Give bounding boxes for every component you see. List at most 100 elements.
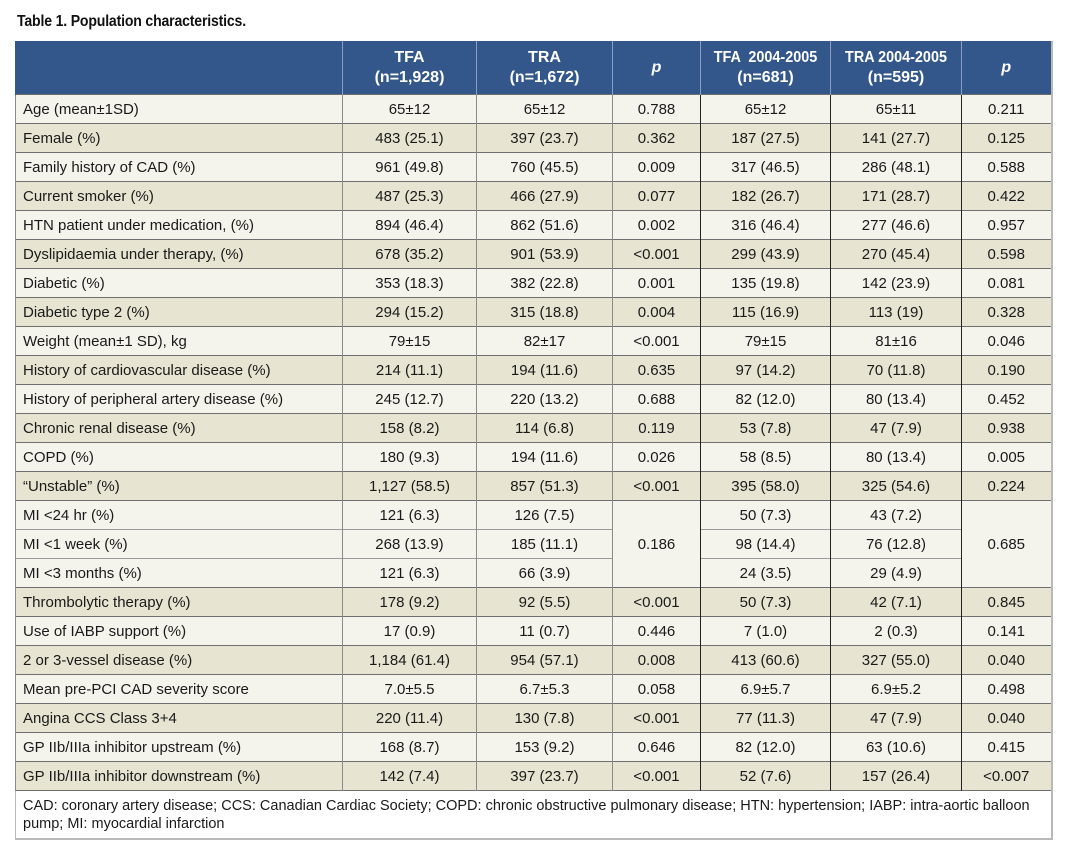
cell-p-value-2004-2005: 0.498: [961, 674, 1052, 704]
cell-p-value: 0.008: [612, 645, 701, 675]
cell-p-value-2004-2005: 0.190: [961, 355, 1052, 385]
cell-tra: 382 (22.8): [476, 268, 613, 298]
cell-tra-2004-2005: 6.9±5.2: [830, 674, 962, 704]
table-row: “Unstable” (%) 1,127 (58.5) 857 (51.3) <0.0…: [15, 471, 1052, 501]
cell-tra-2004-2005: 277 (46.6): [830, 210, 962, 240]
cell-p-value-2004-2005: 0.452: [961, 384, 1052, 414]
cell-tra: 315 (18.8): [476, 297, 613, 327]
row-label: Weight (mean±1 SD), kg: [15, 326, 343, 356]
cell-p-value-2004-2005: 0.040: [961, 645, 1052, 675]
cell-tra-2004-2005: 81±16: [830, 326, 962, 356]
cell-tra: 397 (23.7): [476, 761, 613, 791]
row-label: Chronic renal disease (%): [15, 413, 343, 443]
cell-tra-2004-2005: 325 (54.6): [830, 471, 962, 501]
cell-tfa: 79±15: [342, 326, 477, 356]
cell-tra-2004-2005: 80 (13.4): [830, 442, 962, 472]
cell-p-value-2004-2005: 0.957: [961, 210, 1052, 240]
table-row: Dyslipidaemia under therapy, (%) 678 (35.…: [15, 239, 1052, 269]
population-characteristics-table: TFA (n=1,928) TRA (n=1,672) p TFA 2004-200…: [15, 41, 1053, 840]
cell-tra: 194 (11.6): [476, 442, 613, 472]
cell-p-value: <0.001: [612, 471, 701, 501]
cell-p-value-2004-2005: 0.328: [961, 297, 1052, 327]
row-label: Use of IABP support (%): [15, 616, 343, 646]
cell-p-value-2004-2005: 0.046: [961, 326, 1052, 356]
cell-tfa-2004-2005: 50 (7.3): [700, 587, 831, 617]
row-label: 2 or 3-vessel disease (%): [15, 645, 343, 675]
header-characteristic: [15, 41, 343, 95]
footnote-row: CAD: coronary artery disease; CCS: Canad…: [15, 790, 1052, 839]
table-row: Current smoker (%) 487 (25.3) 466 (27.9) 0.…: [15, 181, 1052, 211]
cell-p-value: 0.004: [612, 297, 701, 327]
cell-tfa: 17 (0.9): [342, 616, 477, 646]
cell-p-value: 0.002: [612, 210, 701, 240]
cell-tra-2004-2005: 65±11: [830, 94, 962, 124]
cell-tra-2004-2005: 142 (23.9): [830, 268, 962, 298]
cell-tfa: 158 (8.2): [342, 413, 477, 443]
cell-tra-2004-2005: 286 (48.1): [830, 152, 962, 182]
row-label: Diabetic (%): [15, 268, 343, 298]
cell-tfa: 294 (15.2): [342, 297, 477, 327]
cell-tfa: 214 (11.1): [342, 355, 477, 385]
header-tra-2004-2005: TRA 2004-2005 (n=595): [830, 41, 962, 95]
cell-tfa-2004-2005: 58 (8.5): [700, 442, 831, 472]
cell-p-value: <0.001: [612, 587, 701, 617]
table-row: GP IIb/IIIa inhibitor downstream (%) 142 …: [15, 761, 1052, 791]
cell-tra-2004-2005: 47 (7.9): [830, 413, 962, 443]
table-row: Mean pre-PCI CAD severity score 7.0±5.5 6.…: [15, 674, 1052, 704]
cell-tfa: 65±12: [342, 94, 477, 124]
cell-tfa: 894 (46.4): [342, 210, 477, 240]
cell-tra: 65±12: [476, 94, 613, 124]
cell-tfa-2004-2005: 52 (7.6): [700, 761, 831, 791]
cell-tra-2004-2005: 171 (28.7): [830, 181, 962, 211]
row-label: MI <1 week (%): [15, 529, 343, 559]
cell-tfa-2004-2005: 82 (12.0): [700, 732, 831, 762]
table-row: Weight (mean±1 SD), kg 79±15 82±17 <0.001 79…: [15, 326, 1052, 356]
cell-tfa-2004-2005: 97 (14.2): [700, 355, 831, 385]
cell-tra-2004-2005: 80 (13.4): [830, 384, 962, 414]
cell-tfa-2004-2005: 82 (12.0): [700, 384, 831, 414]
table-row: History of peripheral artery disease (%)…: [15, 384, 1052, 414]
cell-p-value-2004-2005: 0.845: [961, 587, 1052, 617]
cell-p-value: 0.009: [612, 152, 701, 182]
cell-tfa-2004-2005: 77 (11.3): [700, 703, 831, 733]
row-label: MI <3 months (%): [15, 558, 343, 588]
table-row: History of cardiovascular disease (%) 214…: [15, 355, 1052, 385]
cell-tra-2004-2005: 157 (26.4): [830, 761, 962, 791]
table-row: Female (%) 483 (25.1) 397 (23.7) 0.362 187 (…: [15, 123, 1052, 153]
cell-tfa-2004-2005: 65±12: [700, 94, 831, 124]
cell-tfa: 353 (18.3): [342, 268, 477, 298]
cell-tra: 954 (57.1): [476, 645, 613, 675]
cell-tra-2004-2005: 29 (4.9): [830, 558, 962, 588]
cell-tfa: 245 (12.7): [342, 384, 477, 414]
header-tra-name: TRA: [528, 48, 561, 66]
table-row: MI <3 months (%) 121 (6.3) 66 (3.9) 24 (3.5…: [15, 558, 1052, 588]
cell-tra-2004-2005: 70 (11.8): [830, 355, 962, 385]
header-tfa-n: (n=1,928): [374, 68, 445, 86]
cell-tra: 114 (6.8): [476, 413, 613, 443]
cell-p-value-2004-2005: 0.422: [961, 181, 1052, 211]
row-label: Age (mean±1SD): [15, 94, 343, 124]
row-label: GP IIb/IIIa inhibitor upstream (%): [15, 732, 343, 762]
cell-tfa-2004-2005: 50 (7.3): [700, 500, 831, 530]
row-label: Mean pre-PCI CAD severity score: [15, 674, 343, 704]
table-row: Chronic renal disease (%) 158 (8.2) 114 (6…: [15, 413, 1052, 443]
cell-tfa-2004-2005: 24 (3.5): [700, 558, 831, 588]
table-row: MI <1 week (%) 268 (13.9) 185 (11.1) 98 (14…: [15, 529, 1052, 559]
cell-tfa: 220 (11.4): [342, 703, 477, 733]
cell-tfa-2004-2005: 79±15: [700, 326, 831, 356]
cell-tfa-2004-2005: 115 (16.9): [700, 297, 831, 327]
cell-p-value: 0.001: [612, 268, 701, 298]
cell-p-value-2004-2005: 0.081: [961, 268, 1052, 298]
cell-tfa-2004-2005: 187 (27.5): [700, 123, 831, 153]
cell-p-value-2004-2005: 0.685: [961, 500, 1052, 588]
cell-p-value-2004-2005: 0.224: [961, 471, 1052, 501]
row-label: HTN patient under medication, (%): [15, 210, 343, 240]
row-label: MI <24 hr (%): [15, 500, 343, 530]
row-label: Diabetic type 2 (%): [15, 297, 343, 327]
cell-tra-2004-2005: 141 (27.7): [830, 123, 962, 153]
cell-tfa-2004-2005: 413 (60.6): [700, 645, 831, 675]
cell-tra: 760 (45.5): [476, 152, 613, 182]
cell-tfa-2004-2005: 316 (46.4): [700, 210, 831, 240]
cell-tfa: 487 (25.3): [342, 181, 477, 211]
table-row: GP IIb/IIIa inhibitor upstream (%) 168 (8…: [15, 732, 1052, 762]
